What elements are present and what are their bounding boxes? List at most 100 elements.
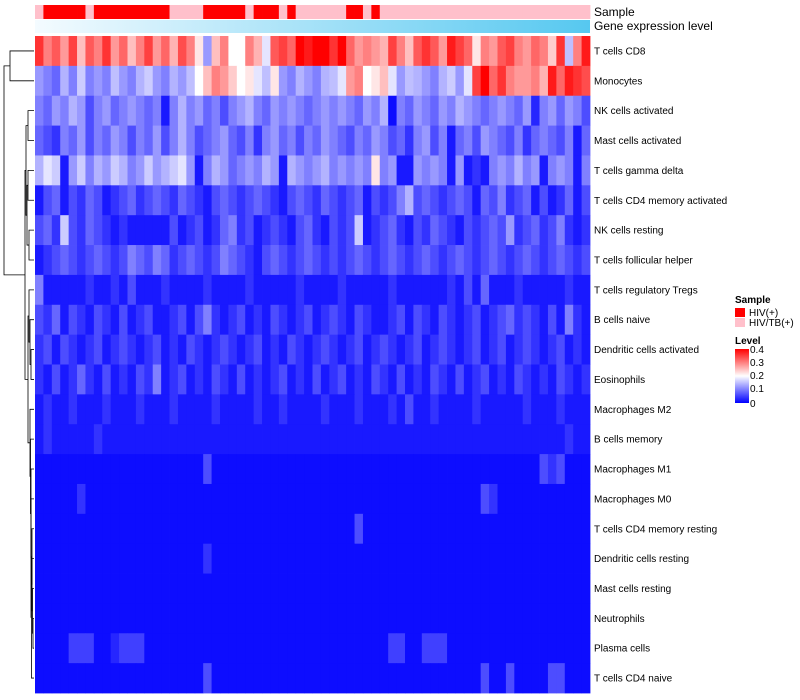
heatmap-cell (522, 245, 532, 276)
heatmap-cell (211, 483, 221, 515)
heatmap-cell (144, 633, 154, 664)
heatmap-cell (43, 543, 53, 574)
heatmap-cell (270, 245, 280, 276)
heatmap-cell (346, 274, 355, 306)
heatmap-cell (379, 95, 389, 126)
heatmap-cell (144, 95, 154, 126)
heatmap-cell (253, 125, 263, 156)
heatmap-cell (396, 573, 406, 604)
gene-expression-annotation-label: Gene expression level (594, 19, 713, 33)
heatmap-cell (438, 185, 448, 216)
heatmap-cell (573, 274, 582, 306)
heatmap-cell (396, 364, 406, 395)
heatmap-cell (547, 394, 557, 425)
heatmap-cell (489, 454, 498, 485)
heatmap-cell (169, 65, 179, 97)
heatmap-cell (539, 125, 549, 156)
heatmap-cell (203, 454, 212, 485)
heatmap-cell (463, 543, 473, 574)
heatmap-cell (35, 185, 44, 216)
heatmap-cell (447, 36, 456, 67)
heatmap-cell (430, 304, 440, 336)
dendrogram-branch (24, 169, 28, 380)
heatmap-cell (564, 185, 574, 216)
heatmap-cell (186, 185, 196, 216)
heatmap-cell (320, 454, 330, 485)
heatmap-cell (60, 603, 70, 634)
heatmap-cell (43, 334, 53, 365)
heatmap-cell (514, 573, 524, 604)
heatmap-cell (144, 36, 154, 67)
heatmap-cell (43, 603, 53, 634)
heatmap-cell (480, 304, 490, 336)
heatmap-cell (438, 603, 448, 634)
heatmap-cell (161, 394, 170, 425)
heatmap-cell (396, 215, 406, 246)
sample-cell (203, 5, 212, 19)
heatmap-cell (110, 274, 120, 306)
heatmap-cell (421, 394, 431, 425)
heatmap-cell (405, 454, 414, 485)
sample-cell (278, 5, 288, 19)
heatmap-cell (547, 483, 557, 515)
heatmap-cell (438, 245, 448, 276)
heatmap-cell (480, 334, 490, 365)
heatmap-cell (60, 95, 70, 126)
heatmap-cell (186, 245, 196, 276)
heatmap-cell (77, 573, 86, 604)
heatmap-cell (287, 274, 297, 306)
heatmap-cell (320, 364, 330, 395)
heatmap-cell (447, 155, 456, 186)
sample-cell (287, 5, 297, 19)
heatmap-cell (211, 274, 221, 306)
heatmap-cell (463, 483, 473, 515)
heatmap-cell (262, 185, 271, 216)
heatmap-cell (60, 663, 70, 694)
heatmap-cell (413, 155, 423, 186)
heatmap-cell (505, 573, 515, 604)
heatmap-cell (547, 125, 557, 156)
sample-cell (262, 5, 271, 19)
heatmap-cell (522, 543, 532, 574)
heatmap-cell (480, 215, 490, 246)
heatmap-cell (472, 663, 482, 694)
heatmap-cell (77, 424, 86, 455)
heatmap-cell (346, 394, 355, 425)
heatmap-cell (522, 65, 532, 97)
heatmap-cell (102, 513, 112, 545)
heatmap-cell (304, 304, 313, 336)
heatmap-cell (362, 95, 372, 126)
heatmap-cell (177, 304, 187, 336)
heatmap-cell (51, 334, 61, 365)
heatmap-cell (93, 155, 103, 186)
heatmap-cell (337, 36, 347, 67)
heatmap-cell (194, 573, 204, 604)
heatmap-cell (388, 603, 397, 634)
heatmap-cell (304, 334, 313, 365)
heatmap-cell (405, 215, 414, 246)
heatmap-cell (472, 483, 482, 515)
heatmap-cell (51, 36, 61, 67)
heatmap-cell (102, 215, 112, 246)
sample-cell (547, 5, 557, 19)
heatmap-cell (447, 274, 456, 306)
heatmap-cell (135, 663, 145, 694)
heatmap-cell (497, 663, 507, 694)
heatmap-cell (438, 513, 448, 545)
heatmap-cell (547, 155, 557, 186)
heatmap-cell (354, 65, 364, 97)
heatmap-cell (438, 334, 448, 365)
heatmap-cell (135, 65, 145, 97)
heatmap-cell (304, 573, 313, 604)
heatmap-cell (438, 155, 448, 186)
heatmap-cell (421, 65, 431, 97)
heatmap-cell (413, 36, 423, 67)
heatmap-cell (144, 603, 154, 634)
heatmap-cell (346, 125, 355, 156)
heatmap-cell (60, 274, 70, 306)
heatmap-cell (135, 125, 145, 156)
heatmap-cell (161, 543, 170, 574)
heatmap-cell (77, 274, 86, 306)
sample-cell (447, 5, 456, 19)
